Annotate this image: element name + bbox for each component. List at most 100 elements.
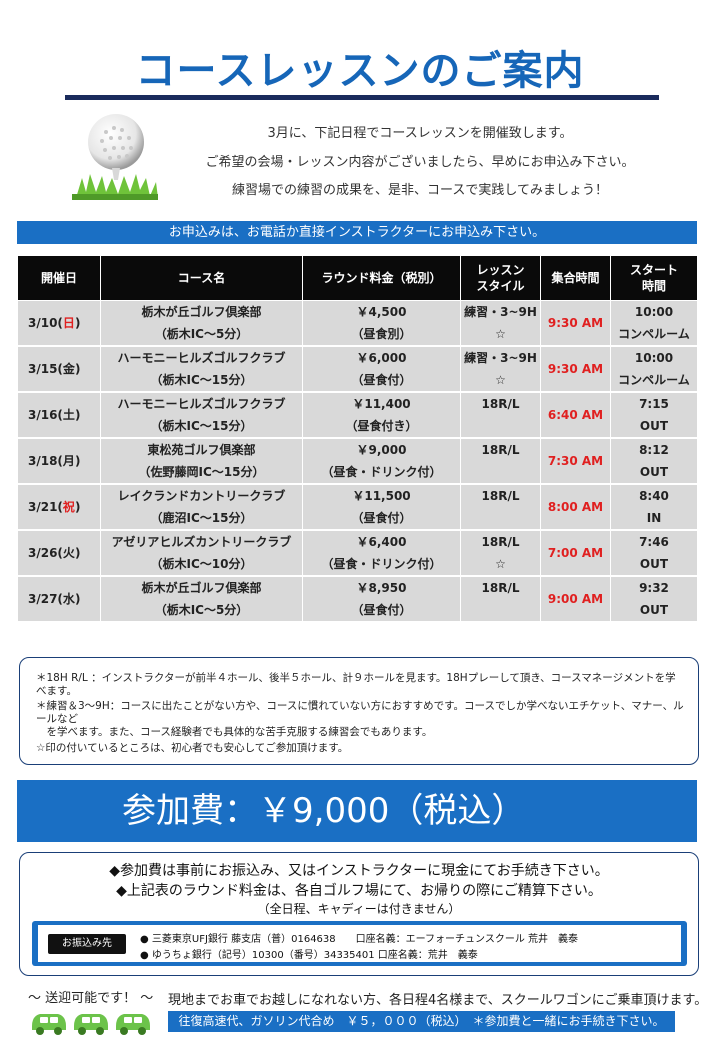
start-cell: 8:12 OUT <box>610 438 698 485</box>
start-cell: 9:32 OUT <box>610 576 698 623</box>
course-cell: 東松苑ゴルフ倶楽部 （佐野藤岡IC～15分） <box>100 438 303 485</box>
bank-account-1: ● 三菱東京UFJ銀行 藤支店（普）0164638 口座名義：エーフォーチュンス… <box>140 934 579 945</box>
course-name: 栃木が丘ゴルフ倶楽部 <box>141 305 262 319</box>
weekday: 日 <box>62 316 75 330</box>
start-time: 8:40 <box>639 489 669 503</box>
date-suffix: ) <box>74 546 81 560</box>
fee-cell: ￥6,400 （昼食・ドリンク付） <box>302 530 461 577</box>
fee-cell: ￥8,950 （昼食付） <box>302 576 461 623</box>
start-cell: 7:15 OUT <box>610 392 698 439</box>
date-cell: 3/10(日) <box>17 300 101 347</box>
start-place: OUT <box>639 419 669 433</box>
course-access: （栃木IC～10分） <box>150 557 253 571</box>
round-fee: ￥9,000 <box>356 443 407 457</box>
weekday: 月 <box>62 454 75 468</box>
course-access: （鹿沼IC～15分） <box>150 511 253 525</box>
course-name: ハーモニーヒルズゴルフクラブ <box>117 397 286 411</box>
date-suffix: ) <box>74 408 81 422</box>
date-suffix: ) <box>74 500 81 514</box>
fee-note: （昼食・ドリンク付） <box>321 557 442 571</box>
intro-line-2: ご希望の会場・レッスン内容がございましたら、早めにお申込み下さい。 <box>205 155 635 170</box>
beginner-star: ☆ <box>495 373 506 387</box>
fee-note: （昼食付き） <box>345 419 418 433</box>
lesson-style: 18R/L <box>481 535 520 549</box>
round-fee: ￥8,950 <box>356 581 407 595</box>
start-place: IN <box>646 511 662 525</box>
bank-account-2: ● ゆうちょ銀行（記号）10300（番号）34335401 口座名義：荒井 義泰 <box>140 950 478 961</box>
course-access: （栃木IC～15分） <box>150 419 253 433</box>
lesson-style: 練習・3~9H <box>464 305 537 319</box>
weekday: 祝 <box>62 500 75 514</box>
date-cell: 3/18(月) <box>17 438 101 485</box>
course-name: アゼリアヒルズカントリークラブ <box>111 535 292 549</box>
start-cell: 10:00 コンペルーム <box>610 300 698 347</box>
round-fee: ￥11,500 <box>352 489 411 503</box>
fee-cell: ￥9,000 （昼食・ドリンク付） <box>302 438 461 485</box>
payment-box: ◆参加費は事前にお振込み、又はインストラクターに現金にてお手続き下さい。 ◆上記… <box>19 852 699 976</box>
style-cell: 18R/L <box>460 392 541 439</box>
meet-time-cell: 9:00 AM <box>540 576 611 623</box>
header-meet-time: 集合時間 <box>540 255 611 301</box>
pickup-title: ～ 送迎可能です！ ～ <box>28 991 154 1006</box>
table-row: 3/10(日) 栃木が丘ゴルフ倶楽部 （栃木IC～5分） ￥4,500 （昼食別） 練習・… <box>17 300 698 347</box>
start-time: 8:12 <box>639 443 669 457</box>
meet-time-cell: 7:00 AM <box>540 530 611 577</box>
pickup-text: 現地までお車でお越しになれない方、各日程4名様まで、スクールワゴンにご乗車頂けま… <box>168 993 708 1008</box>
fee-note: （昼食・ドリンク付） <box>321 465 442 479</box>
date-prefix: 3/16( <box>28 408 63 422</box>
date-suffix: ) <box>74 592 81 606</box>
table-row: 3/18(月) 東松苑ゴルフ倶楽部 （佐野藤岡IC～15分） ￥9,000 （昼食・ドリ… <box>17 438 698 485</box>
header-start-time: スタート 時間 <box>610 255 698 301</box>
round-fee: ￥11,400 <box>352 397 411 411</box>
fee-cell: ￥11,400 （昼食付き） <box>302 392 461 439</box>
start-time: 10:00 <box>634 351 674 365</box>
fee-cell: ￥11,500 （昼食付） <box>302 484 461 531</box>
date-cell: 3/27(水) <box>17 576 101 623</box>
table-row: 3/15(金) ハーモニーヒルズゴルフクラブ （栃木IC～15分） ￥6,000 （昼食… <box>17 346 698 393</box>
fee-cell: ￥4,500 （昼食別） <box>302 300 461 347</box>
meet-time-cell: 8:00 AM <box>540 484 611 531</box>
weekday: 水 <box>62 592 75 606</box>
round-fee: ￥6,400 <box>356 535 407 549</box>
lesson-style: 18R/L <box>481 443 520 457</box>
weekday: 金 <box>62 362 75 376</box>
table-row: 3/27(水) 栃木が丘ゴルフ倶楽部 （栃木IC～5分） ￥8,950 （昼食付） 18R… <box>17 576 698 623</box>
header-course: コース名 <box>100 255 303 301</box>
lesson-style: 練習・3~9H <box>464 351 537 365</box>
start-place: コンペルーム <box>618 373 690 387</box>
date-prefix: 3/18( <box>28 454 63 468</box>
date-cell: 3/16(土) <box>17 392 101 439</box>
round-fee: ￥4,500 <box>356 305 407 319</box>
beginner-star: ☆ <box>495 327 506 341</box>
style-cell: 18R/L <box>460 576 541 623</box>
table-row: 3/26(火) アゼリアヒルズカントリークラブ （栃木IC～10分） ￥6,400 （昼… <box>17 530 698 577</box>
application-banner: お申込みは、お電話か直接インストラクターにお申込み下さい。 <box>17 221 697 244</box>
course-cell: 栃木が丘ゴルフ倶楽部 （栃木IC～5分） <box>100 300 303 347</box>
payment-line-3: （全日程、キャディーは付きません） <box>257 902 461 916</box>
date-cell: 3/21(祝) <box>17 484 101 531</box>
fee-note: （昼食付） <box>351 373 412 387</box>
intro-line-3: 練習場での練習の成果を、是非、コースで実践してみましょう！ <box>232 183 608 198</box>
course-cell: ハーモニーヒルズゴルフクラブ （栃木IC～15分） <box>100 346 303 393</box>
note-18h: ＊18H R/L ：インストラクターが前半４ホール、後半５ホール、計９ホールを見… <box>36 672 676 697</box>
date-cell: 3/26(火) <box>17 530 101 577</box>
meet-time-cell: 6:40 AM <box>540 392 611 439</box>
start-place: OUT <box>639 465 669 479</box>
title-underline <box>65 95 659 100</box>
beginner-star <box>461 415 540 437</box>
start-time: 7:46 <box>639 535 669 549</box>
start-place: コンペルーム <box>618 327 690 341</box>
start-place: OUT <box>639 603 669 617</box>
course-access: （佐野藤岡IC～15分） <box>138 465 265 479</box>
notes-box: ＊18H R/L ：インストラクターが前半４ホール、後半５ホール、計９ホールを見… <box>19 657 699 765</box>
payment-line-1: ◆参加費は事前にお振込み、又はインストラクターに現金にてお手続き下さい。 <box>109 863 609 879</box>
course-access: （栃木IC～5分） <box>154 327 249 341</box>
bank-info-panel <box>38 925 681 962</box>
round-fee: ￥6,000 <box>356 351 407 365</box>
page-title: コースレッスンのご案内 <box>135 48 585 94</box>
course-access: （栃木IC～15分） <box>150 373 253 387</box>
course-cell: アゼリアヒルズカントリークラブ （栃木IC～10分） <box>100 530 303 577</box>
meet-time-cell: 7:30 AM <box>540 438 611 485</box>
note-star: ☆印の付いているところは、初心者でも安心してご参加頂けます。 <box>36 742 349 754</box>
course-name: 東松苑ゴルフ倶楽部 <box>147 443 256 457</box>
